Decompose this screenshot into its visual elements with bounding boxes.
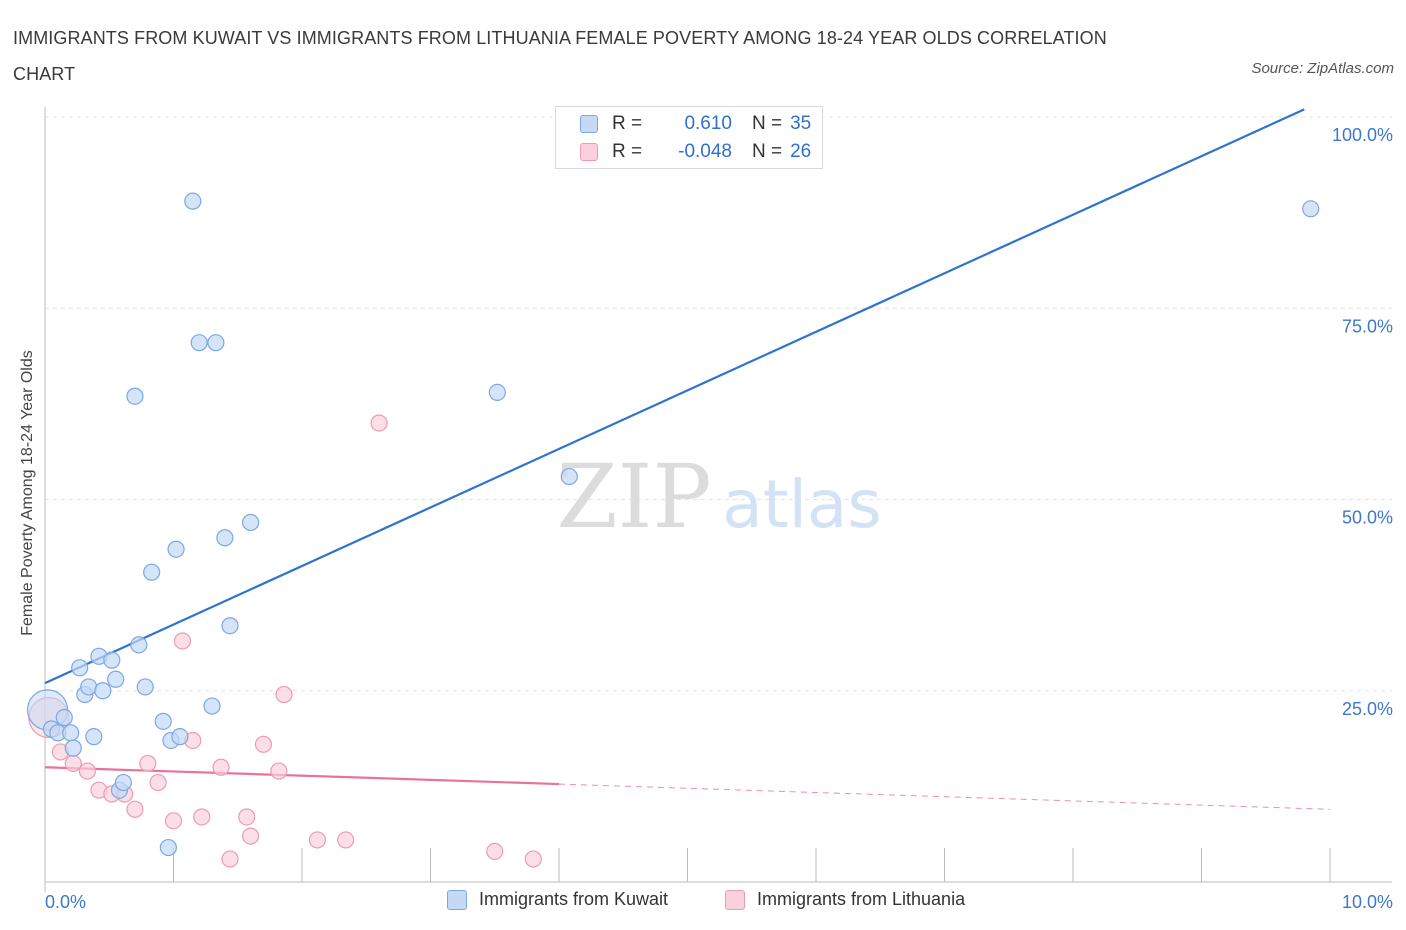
lithuania-point: [275, 685, 293, 704]
lithuania-n-value: 26: [790, 141, 812, 162]
y-tick-label: 25.0%: [1342, 699, 1393, 719]
kuwait-point: [103, 651, 121, 669]
bottom-kuwait-label: Immigrants from Kuwait: [479, 889, 669, 909]
lithuania-point: [149, 773, 167, 792]
x-tick-label: 0.0%: [45, 892, 86, 912]
kuwait-point: [203, 697, 221, 715]
y-tick-label: 75.0%: [1342, 316, 1393, 336]
kuwait-point: [143, 563, 161, 581]
kuwait-point: [184, 192, 202, 210]
lithuania-r-label: R =: [612, 141, 643, 162]
kuwait-point: [64, 739, 82, 757]
lithuania-point: [370, 414, 388, 432]
source-label: Source: ZipAtlas.com: [1251, 60, 1394, 77]
lithuania-point: [238, 808, 256, 826]
data-points: [26, 192, 1320, 868]
lithuania-point: [126, 800, 144, 818]
kuwait-point: [85, 728, 103, 746]
kuwait-point: [1302, 200, 1320, 218]
kuwait-point: [71, 659, 89, 677]
kuwait-point: [221, 617, 239, 635]
kuwait-point: [107, 670, 125, 688]
kuwait-point: [167, 540, 185, 558]
kuwait-point: [62, 724, 80, 742]
y-tick-label: 100.0%: [1332, 125, 1393, 145]
kuwait-point: [114, 773, 132, 792]
lithuania-point: [524, 850, 542, 868]
lithuania-point: [139, 754, 157, 773]
tick-labels: 0.0% 10.0% 25.0% 50.0% 75.0% 100.0%: [45, 125, 1393, 912]
lithuania-point: [254, 735, 273, 753]
lithuania-point: [337, 831, 355, 849]
kuwait-point: [126, 387, 144, 405]
x-tick-label: 10.0%: [1342, 892, 1393, 912]
watermark-atlas: atlas: [722, 466, 882, 543]
legend-row-kuwait: R = 0.610 N = 35: [580, 112, 811, 136]
kuwait-point: [207, 334, 225, 352]
lithuania-point: [212, 758, 230, 776]
lithuania-point: [78, 762, 97, 780]
bottom-legend-kuwait: Immigrants from Kuwait: [447, 889, 668, 910]
gridlines: [45, 116, 1392, 692]
y-tick-label: 50.0%: [1342, 508, 1393, 528]
kuwait-point: [94, 682, 112, 700]
kuwait-point: [488, 383, 506, 401]
lithuania-point: [308, 831, 327, 849]
lithuania-point: [173, 632, 192, 650]
lithuania-point: [221, 850, 239, 868]
watermark-zip: ZIP: [556, 445, 711, 548]
kuwait-n-value: 35: [790, 113, 812, 134]
kuwait-point: [154, 712, 172, 730]
kuwait-trend-line: [44, 108, 1305, 685]
bottom-lithuania-swatch: [725, 889, 745, 910]
kuwait-n-label: N =: [752, 113, 783, 134]
kuwait-point: [159, 838, 177, 857]
lithuania-point: [193, 808, 211, 826]
lithuania-point: [270, 762, 288, 780]
correlation-legend: R = 0.610 N = 35 R = -0.048 N = 26: [555, 106, 823, 169]
lithuania-trend-line: [44, 766, 560, 786]
kuwait-point: [190, 334, 208, 352]
kuwait-point: [171, 728, 189, 746]
lithuania-r-value: -0.048: [678, 141, 732, 162]
trend-lines: [44, 108, 1331, 810]
lithuania-point: [242, 827, 260, 845]
axes: [44, 107, 1392, 892]
bottom-lithuania-label: Immigrants from Lithuania: [757, 889, 966, 909]
lithuania-point: [164, 812, 183, 830]
kuwait-point: [242, 513, 260, 532]
chart-title: IMMIGRANTS FROM KUWAIT VS IMMIGRANTS FRO…: [13, 28, 1107, 84]
kuwait-point: [560, 467, 578, 486]
lithuania-point: [64, 754, 82, 773]
kuwait-r-value: 0.610: [684, 113, 732, 134]
kuwait-r-label: R =: [612, 113, 643, 134]
kuwait-point: [80, 678, 98, 696]
lithuania-swatch: [580, 143, 598, 161]
watermark: ZIP atlas: [556, 445, 881, 548]
lithuania-trend-line-extrapolated: [558, 783, 1331, 810]
kuwait-point: [55, 708, 73, 727]
lithuania-point: [486, 842, 504, 861]
lithuania-n-label: N =: [752, 141, 783, 162]
legend-row-lithuania: R = -0.048 N = 26: [580, 140, 811, 164]
bottom-kuwait-swatch: [447, 889, 467, 910]
kuwait-point: [130, 636, 148, 654]
kuwait-swatch: [580, 115, 598, 133]
kuwait-point: [216, 529, 234, 547]
bottom-legend-lithuania: Immigrants from Lithuania: [725, 889, 965, 910]
kuwait-point: [136, 678, 154, 696]
